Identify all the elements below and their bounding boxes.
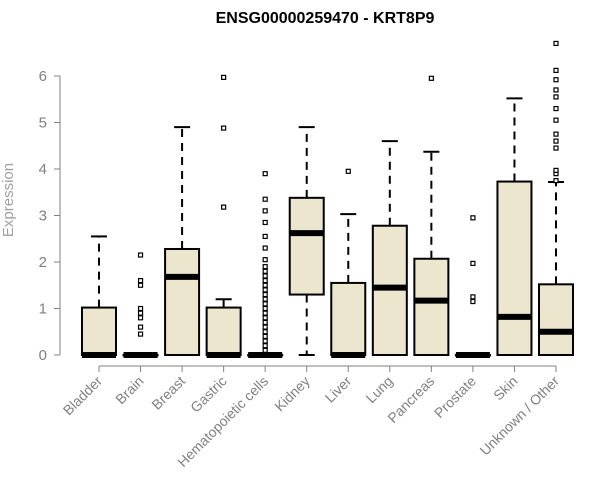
box-unknown-other (538, 40, 574, 357)
outlier-point (553, 138, 559, 144)
outlier-point (262, 245, 268, 251)
y-axis: 0 1 2 3 4 5 6 (39, 68, 61, 364)
outlier-point (137, 305, 144, 312)
box (413, 257, 450, 356)
box-brain (122, 252, 159, 358)
outlier-point (262, 305, 268, 312)
x-tick-label: Brain (112, 373, 146, 407)
y-tick-label: 4 (39, 161, 47, 178)
outlier-point (262, 291, 268, 298)
outlier-point (262, 324, 268, 330)
outlier-point (553, 178, 559, 184)
outlier-point (262, 268, 268, 274)
outlier-point (470, 215, 476, 221)
y-tick-label: 2 (39, 254, 47, 271)
box-skin (496, 97, 533, 356)
box-kidney (288, 126, 325, 356)
outlier-point (262, 196, 268, 202)
box (538, 283, 574, 357)
box (496, 180, 533, 356)
outlier-point (137, 324, 144, 330)
box-pancreas (413, 75, 450, 356)
outlier-point (553, 145, 559, 151)
outlier-point (262, 208, 268, 214)
box (81, 306, 117, 357)
box (330, 281, 367, 356)
outlier-point (553, 40, 559, 47)
outlier-point (262, 301, 268, 307)
outlier-point (137, 331, 144, 337)
x-tick-label: Bladder (60, 373, 106, 419)
outlier-point (470, 298, 476, 305)
outlier-point (553, 94, 559, 100)
outlier-point (262, 338, 268, 344)
outlier-point (553, 105, 559, 112)
outlier-point (553, 167, 559, 173)
outlier-point (262, 264, 268, 270)
outlier-point (428, 75, 434, 81)
outlier-point (553, 77, 559, 83)
box (205, 306, 242, 357)
outlier-point (262, 282, 268, 288)
outlier-point (345, 168, 351, 174)
box-liver (330, 168, 367, 358)
outlier-point (553, 117, 559, 123)
outlier-point (262, 273, 268, 279)
outlier-point (221, 125, 227, 131)
outlier-point (262, 329, 268, 335)
outlier-point (553, 87, 559, 93)
outlier-point (262, 233, 268, 240)
outlier-point (262, 171, 268, 177)
x-tick-label: Prostate (431, 373, 479, 421)
outlier-point (262, 257, 268, 263)
outlier-point (262, 315, 268, 321)
outlier-point (137, 278, 144, 284)
x-tick-label: Unknown / Other (477, 373, 563, 459)
x-tick-label: Breast (148, 373, 188, 413)
chart-title: ENSG00000259470 - KRT8P9 (216, 10, 435, 27)
y-axis-label: Expression (0, 163, 17, 237)
x-tick-label: Lung (363, 373, 396, 406)
x-tick-label: Skin (490, 373, 521, 404)
y-tick-label: 1 (39, 301, 47, 318)
outlier-point (137, 315, 144, 321)
outlier-point (137, 310, 144, 316)
outlier-point (262, 347, 268, 353)
box-hematopoietic-cells (247, 171, 284, 358)
outlier-point (221, 74, 227, 80)
y-tick-label: 5 (39, 115, 47, 132)
outlier-point (262, 319, 268, 326)
box-breast (164, 126, 201, 356)
boxes (81, 40, 574, 358)
outlier-point (470, 294, 476, 300)
y-tick-label: 3 (39, 208, 47, 225)
outlier-point (470, 260, 476, 266)
box-lung (371, 140, 408, 356)
outlier-point (262, 278, 268, 284)
outlier-point (137, 252, 144, 258)
y-tick-label: 0 (39, 347, 47, 364)
box (164, 247, 201, 356)
outlier-point (262, 310, 268, 316)
outlier-point (553, 67, 559, 74)
outlier-point (262, 287, 268, 293)
outlier-point (137, 282, 144, 288)
x-tick-label: Kidney (271, 373, 313, 415)
outlier-point (262, 333, 268, 339)
outlier-point (553, 131, 559, 137)
y-tick-label: 6 (39, 68, 47, 85)
box-bladder (81, 235, 117, 358)
outlier-point (221, 204, 227, 210)
outlier-point (262, 343, 268, 349)
outlier-point (262, 219, 268, 226)
box-gastric (205, 74, 242, 358)
box-prostate (454, 215, 491, 358)
x-tick-label: Liver (322, 373, 355, 406)
outlier-point (262, 296, 268, 302)
box (288, 196, 325, 296)
